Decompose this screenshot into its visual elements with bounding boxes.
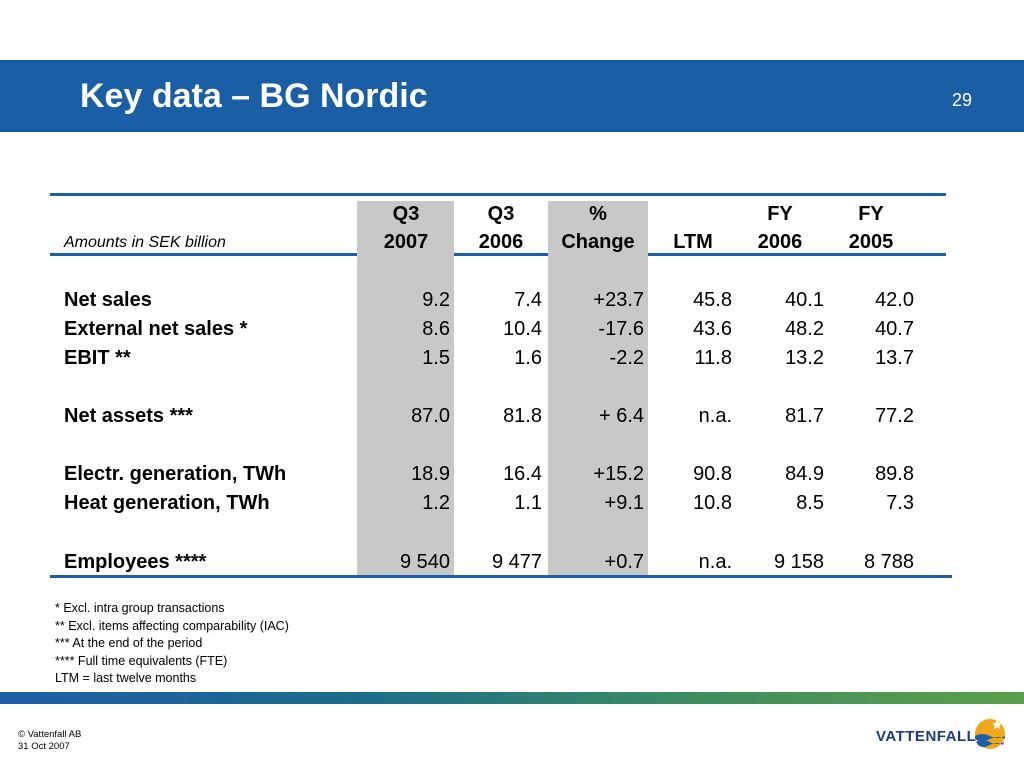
col-header-6-line1: FY bbox=[858, 203, 884, 225]
table-cell: 11.8 bbox=[694, 347, 732, 369]
table-cell: 7.4 bbox=[514, 289, 542, 311]
footnote: LTM = last twelve months bbox=[55, 671, 197, 685]
table-cell: 9.2 bbox=[422, 289, 450, 311]
table-cell: -17.6 bbox=[598, 318, 644, 340]
table-cell: 9 540 bbox=[399, 551, 450, 573]
table-cell: +0.7 bbox=[604, 551, 644, 573]
table-cell: 1.5 bbox=[422, 347, 450, 369]
col-header-4-line2: LTM bbox=[673, 231, 713, 253]
table-cell: 90.8 bbox=[693, 463, 732, 485]
table-cell: 43.6 bbox=[693, 318, 732, 340]
footer-date: 31 Oct 2007 bbox=[18, 741, 70, 752]
table-cell: 87.0 bbox=[411, 405, 450, 427]
col-header-3-line2: Change bbox=[561, 231, 635, 253]
table-top-rule bbox=[50, 193, 946, 196]
table-cell: +9.1 bbox=[604, 492, 644, 514]
table-cell: 48.2 bbox=[785, 318, 824, 340]
table-cell: 1.2 bbox=[422, 492, 450, 514]
table-cell: 9 477 bbox=[491, 551, 542, 573]
copyright-block: © Vattenfall AB 31 Oct 2007 bbox=[18, 729, 81, 753]
table-cell: n.a. bbox=[698, 551, 732, 573]
table-cell: 8.5 bbox=[796, 492, 824, 514]
table-cell: + 6.4 bbox=[598, 405, 644, 427]
table-cell: +23.7 bbox=[593, 289, 644, 311]
footnote: * Excl. intra group transactions bbox=[55, 601, 225, 615]
copyright-text: © Vattenfall AB bbox=[18, 729, 82, 740]
table-cell: 89.8 bbox=[875, 463, 914, 485]
table-cell: n.a. bbox=[698, 405, 732, 427]
table-cell: 40.1 bbox=[785, 289, 824, 311]
col-header-1-line1: Q3 bbox=[392, 203, 420, 225]
table-cell: +15.2 bbox=[593, 463, 644, 485]
table-cell: 10.8 bbox=[693, 492, 732, 514]
footnotes: * Excl. intra group transactions ** Excl… bbox=[55, 600, 289, 688]
vattenfall-logo-text: VATTENFALL bbox=[876, 728, 977, 745]
table-cell: -2.2 bbox=[609, 347, 644, 369]
table-cell: 45.8 bbox=[693, 289, 732, 311]
row-label-external-net-sales: External net sales * bbox=[64, 318, 248, 340]
table-cell: 1.6 bbox=[514, 347, 542, 369]
col-header-2-line1: Q3 bbox=[487, 203, 515, 225]
table-cell: 77.2 bbox=[875, 405, 914, 427]
table-cell: 18.9 bbox=[411, 463, 450, 485]
table-cell: 81.8 bbox=[503, 405, 542, 427]
col-header-1-line2: 2007 bbox=[383, 231, 429, 253]
table-cell: 1.1 bbox=[514, 492, 542, 514]
table-cell: 13.2 bbox=[785, 347, 824, 369]
table-cell: 8.6 bbox=[422, 318, 450, 340]
row-label-net-assets: Net assets *** bbox=[64, 405, 193, 427]
footnote: ** Excl. items affecting comparability (… bbox=[55, 618, 289, 633]
col-header-2-line2: 2006 bbox=[478, 231, 524, 253]
table-cell: 40.7 bbox=[875, 318, 914, 340]
page-number: 29 bbox=[951, 90, 972, 110]
row-label-heat-generation: Heat generation, TWh bbox=[64, 492, 270, 514]
row-label-net-sales: Net sales bbox=[64, 289, 152, 311]
footnote: *** At the end of the period bbox=[55, 636, 203, 650]
row-label-electr-generation: Electr. generation, TWh bbox=[64, 463, 287, 485]
table-cell: 7.3 bbox=[886, 492, 914, 514]
col-header-5-line1: FY bbox=[767, 203, 793, 225]
q3-2007-column-shade bbox=[357, 201, 454, 575]
col-header-5-line2: 2006 bbox=[757, 231, 803, 253]
footer-gradient-bar bbox=[0, 692, 1024, 704]
footnote: **** Full time equivalents (FTE) bbox=[55, 653, 228, 668]
title-bar: Key data – BG Nordic 29 bbox=[0, 60, 1024, 132]
key-data-table: Amounts in SEK billion Q3 2007 Q3 2006 %… bbox=[50, 193, 952, 579]
change-column-shade bbox=[548, 201, 648, 575]
table-cell: 16.4 bbox=[503, 463, 542, 485]
page-title: Key data – BG Nordic bbox=[80, 77, 428, 115]
table-cell: 8 788 bbox=[863, 551, 914, 573]
table-cell: 10.4 bbox=[503, 318, 542, 340]
col-header-3-line1: % bbox=[589, 203, 607, 225]
row-label-ebit: EBIT ** bbox=[64, 347, 131, 369]
col-header-6-line2: 2005 bbox=[848, 231, 894, 253]
table-bottom-rule bbox=[50, 575, 952, 578]
units-label: Amounts in SEK billion bbox=[64, 234, 226, 251]
table-header-rule bbox=[50, 253, 946, 256]
vattenfall-sun-logo-icon bbox=[975, 719, 1005, 749]
table-cell: 81.7 bbox=[785, 405, 824, 427]
row-label-employees: Employees **** bbox=[64, 551, 207, 573]
table-cell: 84.9 bbox=[785, 463, 824, 485]
table-cell: 42.0 bbox=[875, 289, 914, 311]
table-cell: 13.7 bbox=[875, 347, 914, 369]
table-cell: 9 158 bbox=[773, 551, 824, 573]
